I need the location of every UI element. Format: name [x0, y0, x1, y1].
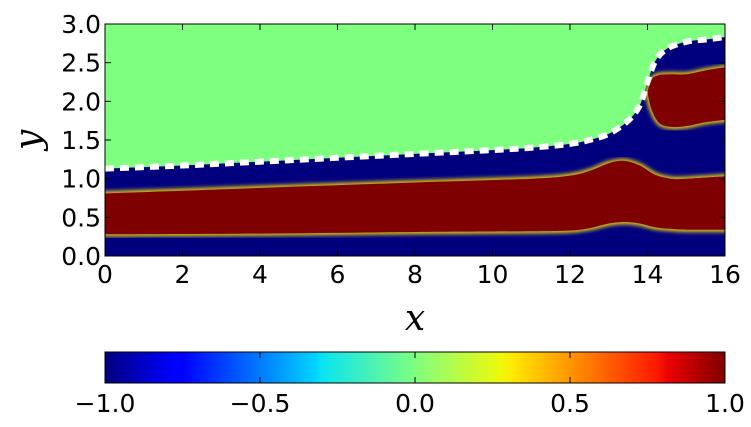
x-tick-label: 2 — [175, 260, 191, 289]
colorbar-tick-label: −0.5 — [230, 389, 291, 418]
colorbar-tick-label: 0.0 — [395, 389, 435, 418]
x-tick-label: 10 — [477, 260, 509, 289]
x-axis-label: x — [405, 298, 425, 339]
y-tick-label: 3.0 — [61, 10, 101, 39]
x-tick-label: 14 — [632, 260, 664, 289]
x-tick-label: 6 — [330, 260, 346, 289]
colorbar-tick-label: −1.0 — [75, 389, 136, 418]
y-tick-label: 1.0 — [61, 165, 101, 194]
high-value-lobe-core — [647, 67, 725, 128]
x-tick-label: 4 — [252, 260, 268, 289]
colorbar: −1.0 −0.5 0.0 0.5 1.0 — [75, 351, 745, 418]
y-axis-ticks: 0.0 0.5 1.0 1.5 2.0 2.5 3.0 — [61, 10, 725, 271]
y-tick-label: 2.5 — [61, 49, 101, 78]
y-tick-label: 2.0 — [61, 87, 101, 116]
plot-area — [104, 23, 726, 257]
x-tick-label: 16 — [709, 260, 741, 289]
y-axis-label: y — [8, 129, 49, 152]
y-tick-label: 0.0 — [61, 242, 101, 271]
x-axis-ticks: 0 2 4 6 8 10 12 14 16 — [97, 24, 741, 289]
x-tick-label: 0 — [97, 260, 113, 289]
colorbar-ticks: −1.0 −0.5 0.0 0.5 1.0 — [75, 352, 745, 418]
colorbar-tick-label: 1.0 — [705, 389, 745, 418]
high-value-band-core — [105, 160, 725, 235]
colorbar-tick-label: 0.5 — [550, 389, 590, 418]
y-tick-label: 0.5 — [61, 203, 101, 232]
mid-value-region — [105, 24, 725, 169]
x-tick-label: 12 — [554, 260, 586, 289]
x-tick-label: 8 — [407, 260, 423, 289]
y-tick-label: 1.5 — [61, 126, 101, 155]
